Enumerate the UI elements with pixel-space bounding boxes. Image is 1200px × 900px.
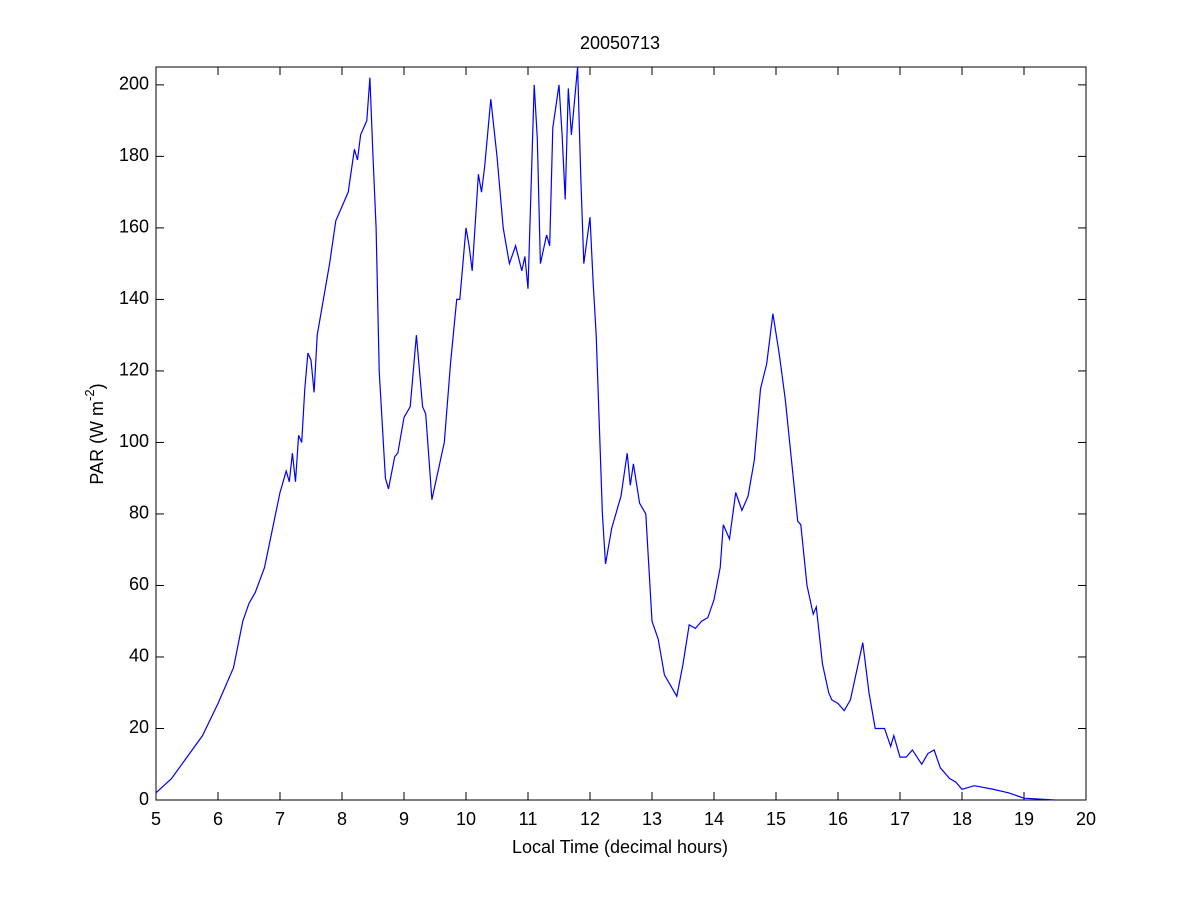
x-tick-label: 16 [828, 809, 848, 829]
y-tick-label: 80 [129, 503, 149, 523]
y-tick-label: 100 [119, 431, 149, 451]
x-tick-label: 14 [704, 809, 724, 829]
y-tick-label: 140 [119, 288, 149, 308]
y-axis-label-main: PAR (W m [87, 401, 107, 485]
x-axis-label: Local Time (decimal hours) [512, 837, 728, 857]
x-tick-label: 12 [580, 809, 600, 829]
x-tick-label: 20 [1076, 809, 1096, 829]
x-tick-label: 10 [456, 809, 476, 829]
y-tick-label: 60 [129, 574, 149, 594]
y-tick-label: 0 [139, 789, 149, 809]
x-tick-label: 11 [519, 809, 538, 829]
x-tick-label: 15 [766, 809, 786, 829]
axes-box [155, 66, 1087, 801]
x-tick-label: 9 [399, 809, 409, 829]
y-tick-label: 120 [119, 360, 149, 380]
y-tick-label: 20 [129, 717, 149, 737]
x-tick-label: 19 [1014, 809, 1034, 829]
x-tick-label: 7 [275, 809, 285, 829]
y-axis-label-sup: -2 [82, 389, 97, 401]
data-line [155, 66, 1056, 801]
x-tick-label: 17 [890, 809, 910, 829]
y-axis-label-end: ) [87, 383, 107, 389]
x-tick-label: 8 [337, 809, 347, 829]
x-tick-label: 18 [952, 809, 972, 829]
y-tick-label: 180 [119, 145, 149, 165]
chart-title: 20050713 [580, 33, 660, 53]
y-axis-label: PAR (W m-2) [82, 383, 106, 484]
x-tick-label: 6 [213, 809, 223, 829]
y-tick-label: 160 [119, 217, 149, 237]
x-tick-label: 13 [642, 809, 662, 829]
y-tick-label: 200 [119, 74, 149, 94]
y-tick-label: 40 [129, 646, 149, 666]
x-tick-label: 5 [151, 809, 161, 829]
